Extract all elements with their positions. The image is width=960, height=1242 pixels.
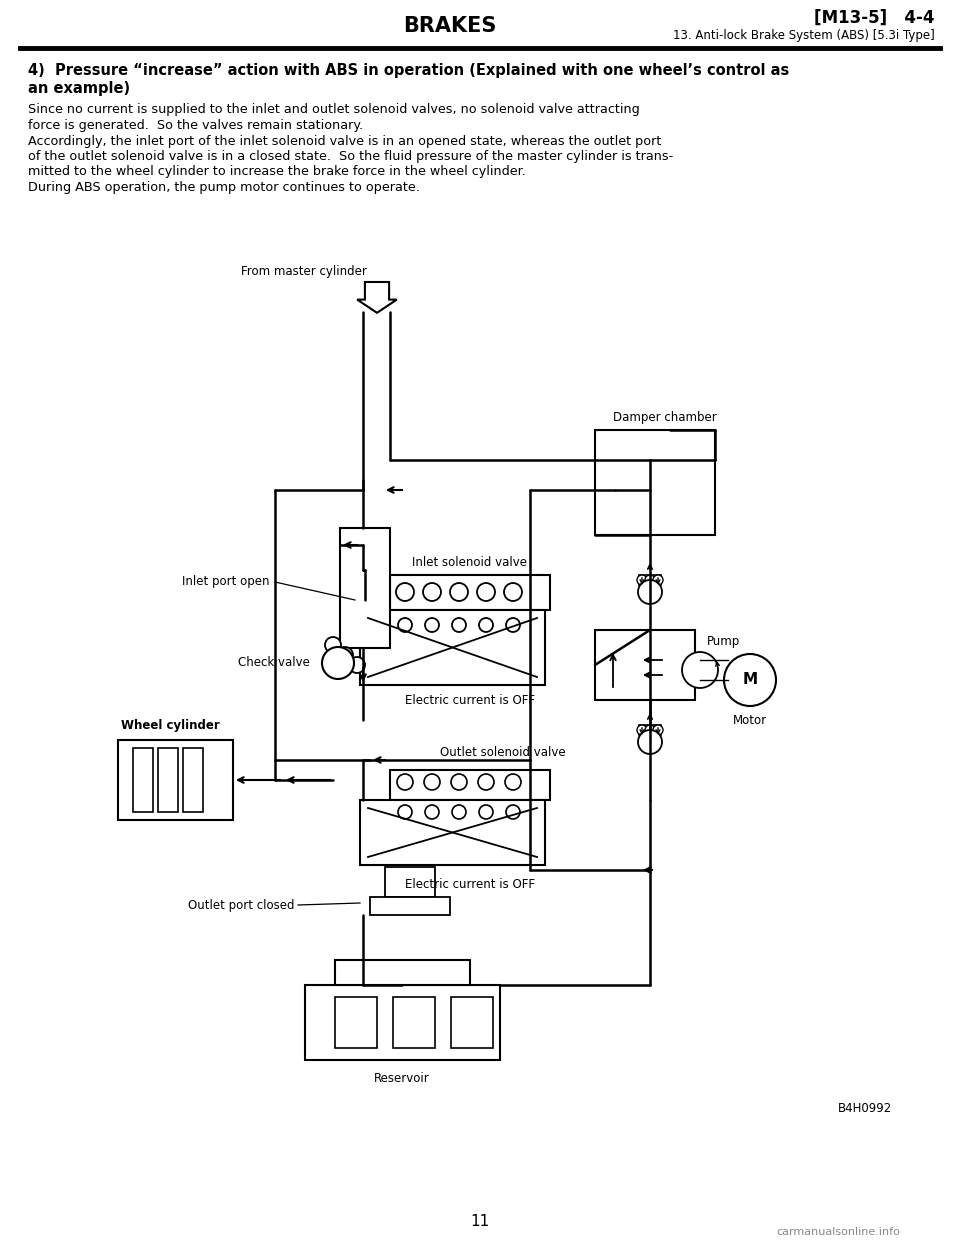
- Text: Electric current is OFF: Electric current is OFF: [405, 878, 535, 892]
- Bar: [360, 800, 545, 864]
- Text: Reservoir: Reservoir: [374, 1072, 430, 1084]
- Circle shape: [504, 582, 522, 601]
- Circle shape: [653, 725, 663, 735]
- Circle shape: [505, 774, 521, 790]
- Circle shape: [506, 805, 520, 818]
- Circle shape: [423, 582, 441, 601]
- Bar: [595, 630, 695, 700]
- Circle shape: [424, 774, 440, 790]
- Text: Check valve: Check valve: [238, 657, 310, 669]
- Circle shape: [451, 774, 467, 790]
- Circle shape: [638, 580, 662, 604]
- Text: Pump: Pump: [707, 636, 740, 648]
- Bar: [639, 724, 660, 735]
- Circle shape: [452, 805, 466, 818]
- Bar: [340, 528, 390, 648]
- Text: Wheel cylinder: Wheel cylinder: [121, 719, 220, 733]
- Circle shape: [479, 805, 493, 818]
- Text: 4)  Pressure “increase” action with ABS in operation (Explained with one wheel’s: 4) Pressure “increase” action with ABS i…: [28, 62, 789, 77]
- Circle shape: [397, 774, 413, 790]
- Bar: [390, 575, 550, 610]
- Text: 11: 11: [470, 1215, 490, 1230]
- Bar: [133, 748, 153, 812]
- Text: [M13-5]   4-4: [M13-5] 4-4: [814, 9, 935, 27]
- Text: an example): an example): [28, 81, 131, 96]
- Text: force is generated.  So the valves remain stationary.: force is generated. So the valves remain…: [28, 119, 363, 132]
- Circle shape: [478, 774, 494, 790]
- Text: of the outlet solenoid valve is in a closed state.  So the fluid pressure of the: of the outlet solenoid valve is in a clo…: [28, 150, 673, 163]
- Text: From master cylinder: From master cylinder: [241, 266, 367, 278]
- Circle shape: [653, 575, 663, 585]
- Text: M: M: [742, 672, 757, 688]
- Text: 13. Anti-lock Brake System (ABS) [5.3i Type]: 13. Anti-lock Brake System (ABS) [5.3i T…: [673, 30, 935, 42]
- Circle shape: [398, 619, 412, 632]
- Text: Motor: Motor: [732, 713, 767, 727]
- Bar: [595, 430, 715, 535]
- Circle shape: [637, 575, 647, 585]
- Circle shape: [396, 582, 414, 601]
- Bar: [393, 997, 435, 1048]
- Bar: [305, 985, 500, 1059]
- Circle shape: [349, 657, 365, 673]
- Text: carmanualsonline.info: carmanualsonline.info: [776, 1227, 900, 1237]
- Circle shape: [325, 637, 341, 653]
- Circle shape: [425, 619, 439, 632]
- Text: BRAKES: BRAKES: [403, 16, 496, 36]
- Bar: [335, 960, 470, 985]
- Text: Electric current is OFF: Electric current is OFF: [405, 693, 535, 707]
- Bar: [118, 740, 233, 820]
- Circle shape: [398, 805, 412, 818]
- Circle shape: [450, 582, 468, 601]
- Bar: [158, 748, 178, 812]
- Text: Outlet port closed: Outlet port closed: [188, 898, 295, 912]
- Circle shape: [425, 805, 439, 818]
- Text: During ABS operation, the pump motor continues to operate.: During ABS operation, the pump motor con…: [28, 181, 420, 194]
- Text: Damper chamber: Damper chamber: [613, 411, 717, 425]
- Circle shape: [452, 619, 466, 632]
- Circle shape: [645, 725, 655, 735]
- Circle shape: [506, 619, 520, 632]
- Circle shape: [637, 725, 647, 735]
- Circle shape: [479, 619, 493, 632]
- Bar: [390, 770, 550, 800]
- Text: Since no current is supplied to the inlet and outlet solenoid valves, no solenoi: Since no current is supplied to the inle…: [28, 103, 639, 117]
- Circle shape: [645, 575, 655, 585]
- Polygon shape: [357, 282, 396, 313]
- Circle shape: [477, 582, 495, 601]
- Bar: [335, 997, 377, 1048]
- Text: mitted to the wheel cylinder to increase the brake force in the wheel cylinder.: mitted to the wheel cylinder to increase…: [28, 165, 526, 179]
- Bar: [451, 997, 493, 1048]
- Bar: [360, 610, 545, 686]
- Bar: [639, 575, 660, 585]
- Text: Outlet solenoid valve: Outlet solenoid valve: [440, 745, 565, 759]
- Circle shape: [724, 655, 776, 705]
- Circle shape: [638, 730, 662, 754]
- Text: Inlet port open: Inlet port open: [182, 575, 270, 589]
- Text: Accordingly, the inlet port of the inlet solenoid valve is in an opened state, w: Accordingly, the inlet port of the inlet…: [28, 134, 661, 148]
- Bar: [385, 867, 435, 897]
- Text: Inlet solenoid valve: Inlet solenoid valve: [413, 555, 527, 569]
- Bar: [183, 748, 203, 812]
- Circle shape: [682, 652, 718, 688]
- Bar: [370, 897, 450, 915]
- Circle shape: [337, 647, 353, 663]
- Circle shape: [322, 647, 354, 679]
- Text: B4H0992: B4H0992: [838, 1102, 892, 1114]
